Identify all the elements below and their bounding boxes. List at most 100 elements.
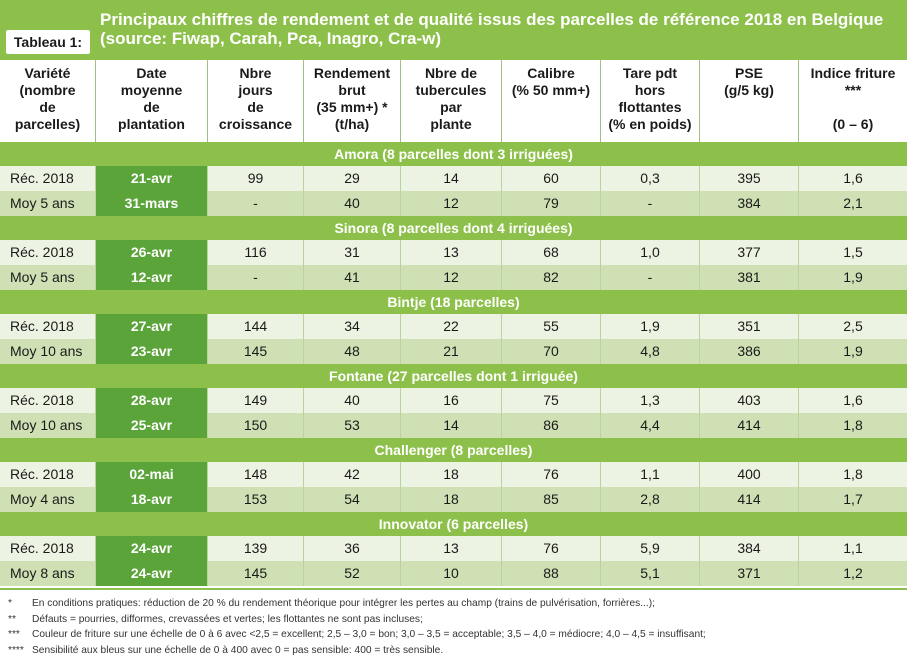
cell-growth-days: 145 (208, 561, 304, 586)
cell-pse: 400 (700, 462, 799, 487)
header-line: plantation (118, 116, 185, 132)
footnote: ** Défauts = pourries, difformes, crevass… (8, 612, 903, 628)
header-line: PSE (734, 65, 763, 81)
header-line: de (247, 99, 264, 115)
header-line: brut (338, 82, 366, 98)
cell-pse: 395 (700, 166, 799, 191)
cell-tubers-per-plant: 12 (401, 265, 502, 290)
cell-growth-days: - (208, 191, 304, 216)
table-row: Réc. 2018 02-mai 148 42 18 76 1,1 400 1,8 (0, 462, 907, 487)
variety-group-header: Sinora (8 parcelles dont 4 irriguées) (0, 216, 907, 240)
cell-frying-index: 1,9 (843, 343, 863, 359)
footnote-text: En conditions pratiques: réduction de 20… (32, 598, 655, 609)
table-number-label: Tableau 1: (6, 30, 90, 54)
cell-caliber: 60 (502, 166, 601, 191)
header-line: parcelles) (14, 116, 81, 132)
cell-caliber: 79 (502, 191, 601, 216)
cell-caliber: 75 (502, 388, 601, 413)
cell-gross-yield: 36 (304, 536, 401, 561)
table-row: Réc. 2018 21-avr 99 29 14 60 0,3 395 1,6 (0, 166, 907, 191)
header-gross-yield: Rendement brut (35 mm+) * (t/ha) (304, 60, 401, 142)
cell-pse: 403 (700, 388, 799, 413)
cell-caliber: 70 (502, 339, 601, 364)
cell-frying-index: 1,6 (843, 392, 863, 408)
footnote-marker: * (8, 598, 12, 609)
footnote: * En conditions pratiques: réduction de 2… (8, 596, 903, 612)
table-row: Réc. 2018 26-avr 116 31 13 68 1,0 377 1,5 (0, 240, 907, 265)
cell-caliber: 68 (502, 240, 601, 265)
cell-growth-days: 139 (208, 536, 304, 561)
cell-gross-yield: 42 (304, 462, 401, 487)
header-line: Calibre (527, 65, 575, 81)
footnotes: * En conditions pratiques: réduction de 2… (8, 596, 903, 658)
cell-tare: 2,8 (601, 487, 700, 512)
cell-planting-date: 27-avr (96, 314, 208, 339)
header-line: Indice friture (810, 65, 896, 81)
cell-planting-date: 24-avr (96, 561, 208, 586)
cell-frying-index: 1,2 (843, 565, 863, 581)
cell-planting-date: 02-mai (96, 462, 208, 487)
cell-growth-days: 148 (208, 462, 304, 487)
cell-planting-date: 28-avr (96, 388, 208, 413)
cell-frying-index: 1,9 (843, 269, 863, 285)
cell-caliber: 86 (502, 413, 601, 438)
footnote: *** Couleur de friture sur une échelle de… (8, 627, 903, 643)
table-row: Réc. 2018 28-avr 149 40 16 75 1,3 403 1,6 (0, 388, 907, 413)
header-line: Nbre (239, 65, 272, 81)
header-line (851, 99, 855, 116)
table-title-source: (source: Fiwap, Carah, Pca, Inagro, Cra-… (100, 29, 442, 48)
cell-planting-date: 25-avr (96, 413, 208, 438)
cell-tubers-per-plant: 10 (401, 561, 502, 586)
header-pse: PSE (g/5 kg) (700, 60, 799, 142)
cell-variety: Moy 10 ans (0, 339, 96, 364)
cell-variety: Réc. 2018 (0, 388, 96, 413)
header-line: par (440, 99, 462, 115)
cell-tubers-per-plant: 14 (401, 413, 502, 438)
cell-tubers-per-plant: 21 (401, 339, 502, 364)
cell-gross-yield: 54 (304, 487, 401, 512)
cell-pse: 414 (700, 487, 799, 512)
header-line: (35 mm+) * (316, 99, 388, 115)
table-row: Moy 10 ans 23-avr 145 48 21 70 4,8 386 1,9 (0, 339, 907, 364)
cell-planting-date: 18-avr (96, 487, 208, 512)
table-row: Moy 4 ans 18-avr 153 54 18 85 2,8 414 1,7 (0, 487, 907, 512)
header-line: flottantes (618, 99, 682, 115)
header-line: hors (634, 82, 666, 98)
header-line: (t/ha) (334, 116, 370, 132)
cell-tare: 1,9 (601, 314, 700, 339)
header-line: jours (238, 82, 273, 98)
header-planting-date: Date moyenne de plantation (96, 60, 208, 142)
cell-frying-index: 1,8 (843, 417, 863, 433)
cell-frying-index: 1,1 (843, 540, 863, 556)
footnote-text: Sensibilité aux bleus sur une échelle de… (32, 644, 444, 656)
cell-tubers-per-plant: 18 (401, 462, 502, 487)
cell-planting-date: 26-avr (96, 240, 208, 265)
cell-variety: Réc. 2018 (0, 240, 96, 265)
cell-caliber: 85 (502, 487, 601, 512)
cell-growth-days: 144 (208, 314, 304, 339)
header-line: Tare pdt (622, 65, 678, 81)
cell-caliber: 76 (502, 462, 601, 487)
cell-gross-yield: 40 (304, 388, 401, 413)
cell-growth-days: 153 (208, 487, 304, 512)
cell-gross-yield: 48 (304, 339, 401, 364)
cell-frying-index: 1,8 (843, 466, 863, 482)
cell-tare: 5,9 (601, 536, 700, 561)
header-caliber: Calibre (% 50 mm+) (502, 60, 601, 142)
header-line: de (39, 99, 56, 115)
cell-caliber: 55 (502, 314, 601, 339)
variety-group-header: Bintje (18 parcelles) (0, 290, 907, 314)
header-line: Rendement (313, 65, 391, 81)
table-header-row: Variété (nombre de parcelles) Date moyenne de p… (0, 60, 907, 142)
cell-frying-index: 1,7 (843, 491, 863, 507)
header-growth-days: Nbre jours de croissance (208, 60, 304, 142)
cell-gross-yield: 29 (304, 166, 401, 191)
header-frying-index: Indice friture *** (0 – 6) (799, 60, 907, 142)
header-line: Variété (24, 65, 71, 81)
cell-variety: Moy 5 ans (0, 265, 96, 290)
cell-caliber: 88 (502, 561, 601, 586)
variety-group-header: Fontane (27 parcelles dont 1 irriguée) (0, 364, 907, 388)
cell-pse: 377 (700, 240, 799, 265)
cell-gross-yield: 52 (304, 561, 401, 586)
